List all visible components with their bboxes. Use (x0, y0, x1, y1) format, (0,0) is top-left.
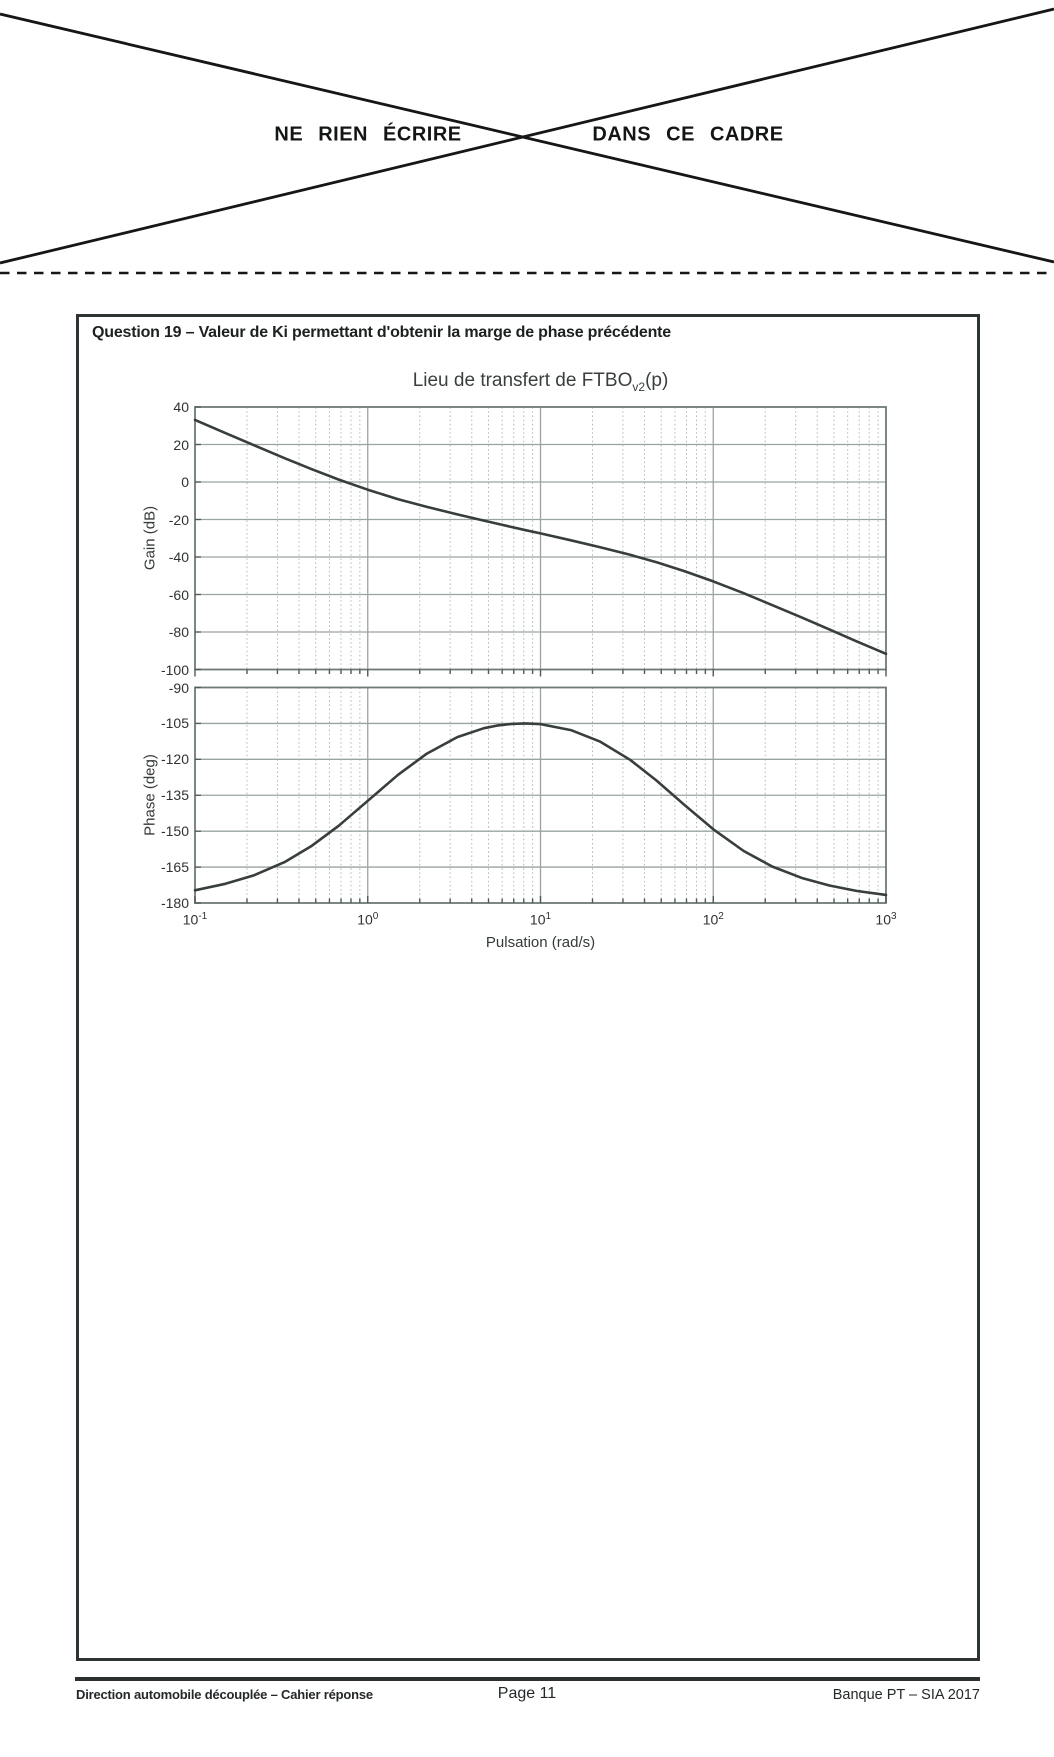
phase-curve (193, 722, 888, 897)
footer-page-number: Page 11 (497, 1685, 557, 1702)
phase-ytick-label: -105 (160, 715, 189, 732)
phase-ytick-label: -150 (160, 823, 189, 840)
gain-ytick-label: -40 (168, 549, 189, 565)
chart-title-main: Lieu de transfert de FTBO (412, 370, 633, 391)
gain-axis-ticks (194, 406, 887, 677)
phase-axis-ticks (194, 686, 887, 904)
gain-ytick-label: -80 (168, 624, 189, 640)
footer-document-title: Direction automobile découplée – Cahier … (76, 1687, 373, 1702)
gain-major-grid (195, 407, 886, 670)
gain-minor-grid (246, 407, 879, 670)
phase-ytick-label: -120 (160, 751, 189, 768)
header-cross-lines (0, 7, 1054, 265)
phase-ytick-label: -165 (160, 859, 189, 876)
question-title: Question 19 – Valeur de Ki permettant d'… (92, 324, 672, 341)
gain-ytick-label: 40 (173, 399, 189, 415)
phase-plot (193, 686, 888, 904)
question-box (76, 314, 980, 1661)
phase-ytick-label: -180 (160, 895, 189, 911)
phase-ytick-label: -135 (160, 787, 189, 804)
x-tick-label: 100 (357, 911, 379, 928)
gain-ytick-label: -20 (168, 511, 189, 528)
x-tick-label: 101 (529, 911, 552, 928)
x-tick-label: 103 (875, 911, 897, 928)
x-axis-label: Pulsation (rad/s) (485, 934, 596, 951)
chart-title-suffix: (p) (645, 370, 669, 391)
gain-ytick-label: -100 (160, 661, 189, 678)
chart-title-subscript: v2 (632, 380, 646, 394)
footer-exam-reference: Banque PT – SIA 2017 (832, 1687, 980, 1703)
gain-ytick-label: 0 (181, 474, 189, 490)
footer-rule (75, 1677, 980, 1681)
gain-ytick-label: 20 (173, 436, 189, 453)
chart-title: Lieu de transfert de FTBOv2(p) (195, 370, 886, 394)
x-tick-label: 102 (702, 911, 724, 928)
gain-plot (193, 406, 888, 677)
header-note-left: NE RIEN ÉCRIRE (274, 123, 462, 146)
gain-curve (193, 418, 888, 656)
header-note-right: DANS CE CADRE (592, 123, 784, 146)
phase-ytick-label: -90 (168, 679, 189, 696)
gain-ytick-label: -60 (168, 586, 189, 603)
x-tick-label: 10-1 (182, 911, 208, 928)
